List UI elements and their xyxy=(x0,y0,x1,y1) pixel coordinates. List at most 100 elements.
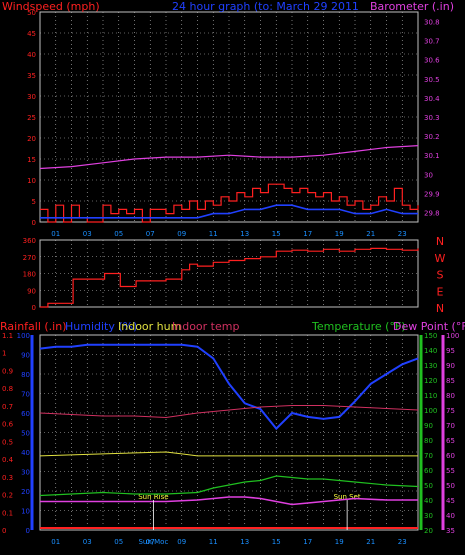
dew-y-tick: 80 xyxy=(446,392,455,400)
temp-y-tick: 130 xyxy=(424,362,437,370)
humidity-y-tick: 50 xyxy=(21,430,30,438)
temp-y-tick: 150 xyxy=(424,332,437,340)
compass-label: N xyxy=(436,235,444,248)
dew-y-tick: 35 xyxy=(446,527,455,535)
barometer-line xyxy=(39,145,419,170)
wind-y-tick: 50 xyxy=(27,9,36,17)
wind-y-tick: 10 xyxy=(27,177,36,185)
wind-y-tick: 15 xyxy=(27,156,36,164)
x-tick-label: 03 xyxy=(83,230,92,238)
temp-y-tick: 120 xyxy=(424,377,437,385)
x-tick-label: 21 xyxy=(366,230,375,238)
baro-y-tick: 30 xyxy=(424,171,433,179)
x-tick-label: 09 xyxy=(177,230,186,238)
rain-y-tick: 0.4 xyxy=(2,456,14,464)
temp-y-tick: 140 xyxy=(424,347,437,355)
temp-y-tick: 50 xyxy=(424,482,433,490)
x-tick-label: 01 xyxy=(51,538,60,546)
baro-y-tick: 30.4 xyxy=(424,95,440,103)
compass-label: S xyxy=(437,269,444,282)
temp-y-tick: 60 xyxy=(424,467,433,475)
direction-y-tick: 180 xyxy=(23,271,36,279)
windspeed-line xyxy=(40,183,419,223)
humidity-line xyxy=(39,343,419,431)
temp-y-tick: 20 xyxy=(424,527,433,535)
baro-y-tick: 30.5 xyxy=(424,76,440,84)
baro-y-tick: 29.9 xyxy=(424,190,440,198)
compass-label: W xyxy=(435,252,446,265)
temp-y-tick: 30 xyxy=(424,512,433,520)
temperature-axis-title: Temperature (°F) xyxy=(311,320,406,333)
humidity-y-tick: 80 xyxy=(21,371,30,379)
baro-y-tick: 30.2 xyxy=(424,133,440,141)
dew-y-tick: 75 xyxy=(446,407,455,415)
sun-moon-label: Sun/Moc xyxy=(138,538,168,546)
sunrise-label: Sun Rise xyxy=(138,493,168,501)
rain-y-tick: 0.9 xyxy=(2,367,13,375)
dew-y-tick: 85 xyxy=(446,377,455,385)
x-tick-label: 11 xyxy=(209,538,218,546)
x-tick-label: 19 xyxy=(335,538,344,546)
dew-point-line xyxy=(40,496,418,506)
humidity-y-tick: 60 xyxy=(21,410,30,418)
dew-y-tick: 55 xyxy=(446,467,455,475)
wind-y-tick: 40 xyxy=(27,51,36,59)
temp-y-tick: 110 xyxy=(424,392,437,400)
direction-y-tick: 360 xyxy=(23,237,36,245)
x-tick-label: 11 xyxy=(209,230,218,238)
wind-y-tick: 45 xyxy=(27,30,36,38)
x-tick-label: 07 xyxy=(146,230,155,238)
x-tick-label: 17 xyxy=(303,230,312,238)
wind-y-tick: 20 xyxy=(27,135,36,143)
direction-y-tick: 0 xyxy=(32,304,36,312)
x-tick-label: 13 xyxy=(240,230,249,238)
rain-y-tick: 0.6 xyxy=(2,421,14,429)
compass-label: N xyxy=(436,302,444,315)
humidity-y-tick: 0 xyxy=(26,527,30,535)
dew-y-tick: 60 xyxy=(446,452,455,460)
dew-y-tick: 100 xyxy=(446,332,459,340)
compass-label: E xyxy=(437,285,444,298)
x-tick-label: 07 xyxy=(146,538,155,546)
dew-y-tick: 65 xyxy=(446,437,455,445)
baro-y-tick: 30.3 xyxy=(424,114,440,122)
temp-y-tick: 90 xyxy=(424,422,433,430)
humidity-y-tick: 90 xyxy=(21,352,30,360)
x-tick-label: 05 xyxy=(114,230,123,238)
x-tick-label: 03 xyxy=(83,538,92,546)
x-tick-label: 19 xyxy=(335,230,344,238)
wind-y-tick: 30 xyxy=(27,93,36,101)
wind-y-tick: 35 xyxy=(27,72,36,80)
x-tick-label: 01 xyxy=(51,230,60,238)
rain-y-tick: 0.2 xyxy=(2,492,13,500)
wind-y-tick: 0 xyxy=(32,219,36,227)
x-tick-label: 15 xyxy=(272,538,281,546)
gust-line xyxy=(40,204,418,219)
humidity-axis-title: Humidity (%) xyxy=(65,320,137,333)
baro-y-tick: 30.6 xyxy=(424,57,440,65)
wind-direction-line xyxy=(40,247,419,308)
rain-y-tick: 0.7 xyxy=(2,403,13,411)
indoor-temp-line xyxy=(39,405,419,419)
baro-y-tick: 30.8 xyxy=(424,19,440,27)
x-tick-label: 23 xyxy=(398,538,407,546)
rain-y-tick: 0.3 xyxy=(2,474,13,482)
barometer-axis-title: Barometer (.in) xyxy=(370,0,454,13)
temperature-line xyxy=(39,475,419,497)
x-tick-label: 13 xyxy=(240,538,249,546)
baro-y-tick: 30.1 xyxy=(424,152,440,160)
humidity-y-tick: 30 xyxy=(21,469,30,477)
humidity-y-tick: 10 xyxy=(21,508,30,516)
temp-y-tick: 40 xyxy=(424,497,433,505)
rain-y-tick: 0.8 xyxy=(2,385,13,393)
x-tick-label: 15 xyxy=(272,230,281,238)
indoor-hum-line xyxy=(39,451,418,457)
humidity-y-tick: 20 xyxy=(21,488,30,496)
temp-y-tick: 70 xyxy=(424,452,433,460)
graph-title: 24 hour graph (to: March 29 2011 xyxy=(172,0,359,13)
dew-y-tick: 95 xyxy=(446,347,455,355)
x-tick-label: 09 xyxy=(177,538,186,546)
wind-y-tick: 5 xyxy=(32,198,36,206)
dew-y-tick: 45 xyxy=(446,497,455,505)
direction-y-tick: 90 xyxy=(27,287,36,295)
